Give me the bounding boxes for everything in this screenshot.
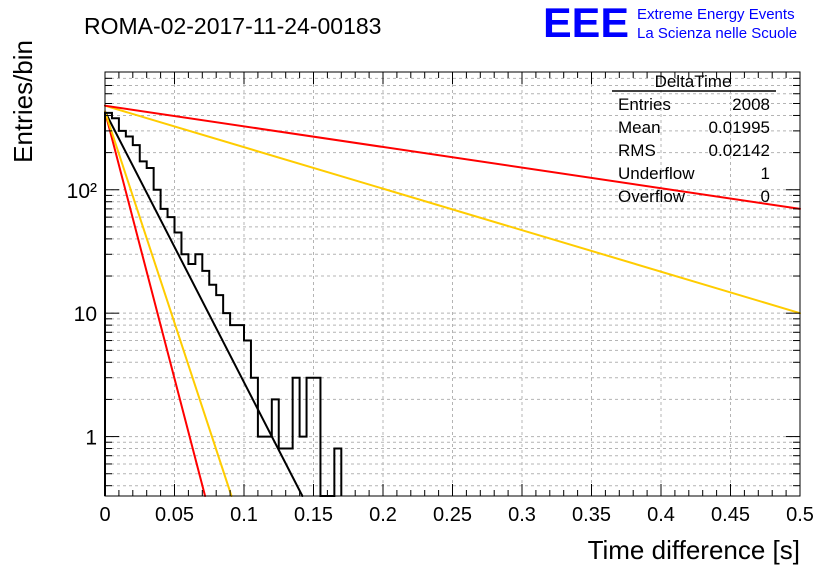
stats-label: Entries: [618, 95, 671, 114]
stats-row-overflow: Overflow 0: [618, 187, 770, 206]
stats-value: 0: [761, 187, 770, 206]
x-tick-label: 0.05: [155, 504, 194, 526]
stats-box: DeltaTime Entries 2008 Mean 0.01995 RMS …: [612, 72, 776, 206]
stats-value: 0.02142: [709, 141, 770, 160]
x-tick-label: 0: [99, 504, 110, 526]
stats-value: 0.01995: [709, 118, 770, 137]
chart-title: ROMA-02-2017-11-24-00183: [84, 13, 381, 39]
histogram-bars: [104, 111, 343, 497]
x-tick-label: 0.2: [369, 504, 397, 526]
fit-curve: [104, 104, 801, 210]
histogram-layer: [104, 111, 343, 497]
x-tick-label: 0.45: [711, 504, 750, 526]
y-tick-label: 10²: [67, 180, 97, 203]
axis-ticks: [104, 71, 801, 496]
x-tick-label: 0.25: [433, 504, 472, 526]
logo-line-1: Extreme Energy Events: [637, 6, 795, 23]
stats-title: DeltaTime: [655, 72, 732, 91]
logo-mark: EEE: [543, 0, 629, 46]
fit-curve: [104, 110, 304, 497]
y-tick-label: 1: [85, 427, 97, 450]
stats-row-rms: RMS 0.02142: [618, 141, 770, 160]
y-tick-label: 10: [74, 303, 97, 326]
eee-logo: EEE Extreme Energy Events La Scienza nel…: [543, 0, 797, 46]
stats-label: Overflow: [618, 187, 686, 206]
x-tick-label: 0.35: [572, 504, 611, 526]
x-tick-label: 0.1: [230, 504, 258, 526]
x-tick-label: 0.3: [508, 504, 536, 526]
stats-value: 1: [761, 164, 770, 183]
y-axis-label: Entries/bin: [8, 40, 38, 163]
fit-curve: [104, 110, 233, 497]
fit-curve: [104, 110, 207, 497]
x-tick-label: 0.15: [294, 504, 333, 526]
logo-line-2: La Scienza nelle Scuole: [637, 25, 797, 42]
stats-label: Mean: [618, 118, 661, 137]
stats-row-mean: Mean 0.01995: [618, 118, 770, 137]
tick-labels: 0 0.05 0.1 0.15 0.2 0.25 0.3 0.35 0.4 0.45 0.5 1 10 1…: [67, 180, 814, 526]
stats-value: 2008: [732, 95, 770, 114]
fit-curve: [104, 104, 801, 315]
stats-row-underflow: Underflow 1: [618, 164, 770, 183]
stats-label: Underflow: [618, 164, 695, 183]
x-tick-label: 0.5: [786, 504, 814, 526]
fit-curves: [104, 104, 801, 497]
x-axis-label: Time difference [s]: [588, 535, 800, 565]
x-tick-label: 0.4: [647, 504, 675, 526]
stats-label: RMS: [618, 141, 656, 160]
stats-row-entries: Entries 2008: [618, 95, 770, 114]
